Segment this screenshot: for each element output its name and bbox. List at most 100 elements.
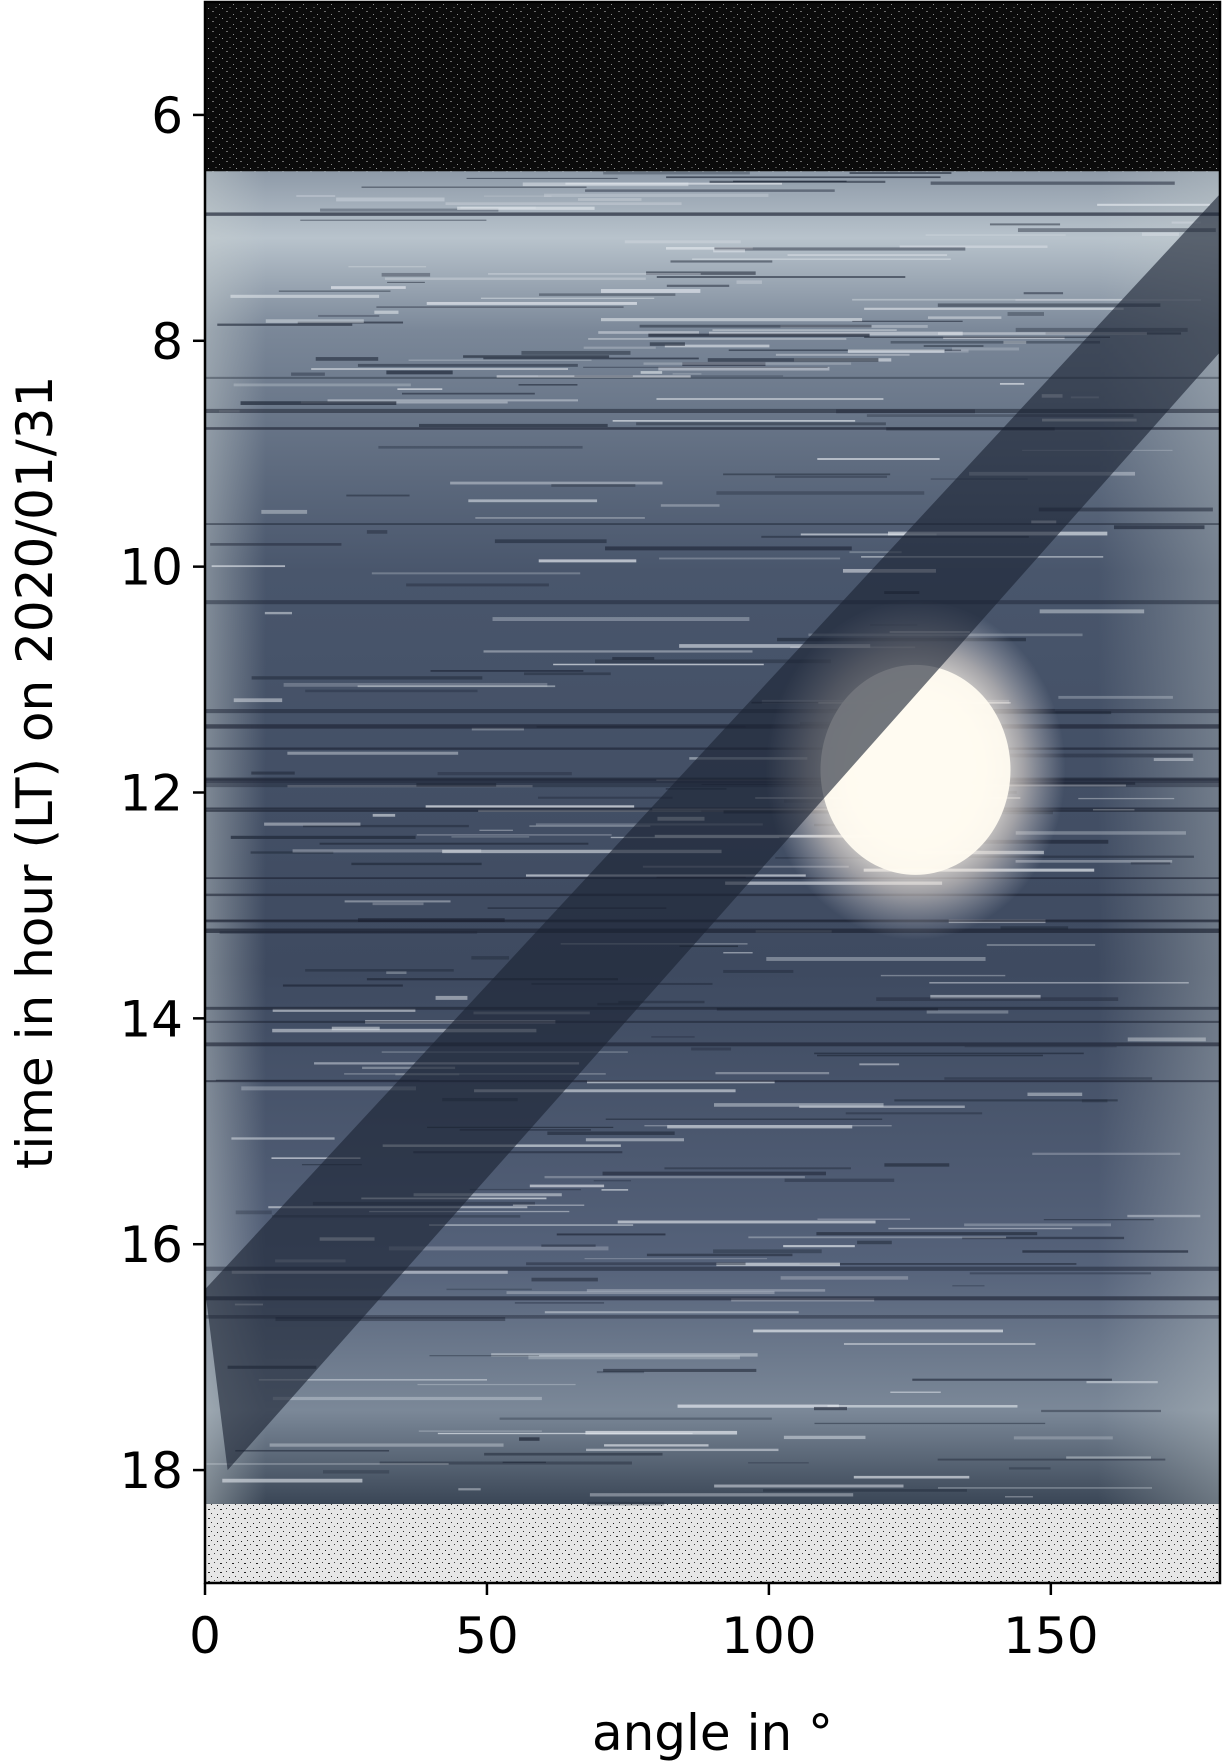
cloud-streak [430,670,584,672]
dark-band [205,1296,1220,1301]
cloud-streak [643,362,852,365]
cloud-streak [496,375,691,379]
dark-band [205,1315,1220,1319]
dark-band [205,724,1220,729]
cloud-streak [553,663,764,666]
cloud-streak [937,1458,1166,1461]
cloud-streak [351,862,482,866]
cloud-streak [258,1379,488,1381]
cloud-streak [331,1026,380,1031]
cloud-streak [930,181,1175,185]
cloud-streak [989,223,1061,226]
dark-band [205,523,1220,525]
cloud-streak [518,384,578,386]
cloud-streak [429,1355,540,1357]
cloud-streak [479,829,513,831]
cloud-streak [857,1240,892,1245]
cloud-streak [529,1184,605,1188]
dark-band [205,1020,1220,1023]
cloud-streak [1023,292,1064,295]
cloud-streak [539,293,676,296]
cloud-streak [709,180,886,183]
cloud-streak [715,1072,830,1075]
cloud-streak [864,336,1111,338]
cloud-streak [605,1118,883,1120]
cloud-streak [783,1435,866,1440]
cloud-streak [585,189,835,192]
cloud-streak [651,1036,695,1038]
cloud-streak [233,698,283,703]
dark-band [205,928,1220,933]
cloud-streak [574,375,633,377]
cloud-streak [521,350,631,355]
cloud-streak [899,245,1048,248]
cloud-streak [463,355,610,358]
cloud-streak [1041,1409,1161,1413]
dark-band [205,1042,1220,1047]
cloud-streak [1003,340,1027,344]
cloud-streak [1038,507,1213,512]
cloud-streak [217,323,353,326]
cloud-streak [544,1311,799,1314]
cloud-streak [691,1047,732,1051]
cloud-streak [488,273,701,275]
cloud-streak [401,392,535,395]
plot-area [205,2,1220,1583]
x-axis: 0 50 100 150 [189,1583,1099,1665]
cloud-streak [384,277,646,280]
cloud-streak [600,289,701,293]
cloud-streak [964,1046,1117,1048]
dark-band [205,1006,1220,1010]
cloud-streak [664,1167,851,1170]
cloud-streak [413,1151,623,1154]
cloud-streak [1005,1496,1033,1498]
cloud-streak [287,751,459,755]
cloud-streak [484,195,552,197]
cloud-streak [272,1396,542,1401]
cloud-streak [1153,758,1194,762]
cloud-streak [775,353,910,356]
cloud-streak [1015,831,1186,835]
cloud-streak [938,855,1194,858]
cloud-streak [547,1131,675,1135]
cloud-streak [484,1452,663,1456]
cloud-streak [927,316,1002,319]
cloud-streak [474,1089,736,1093]
cloud-streak [519,1437,540,1441]
cloud-streak [639,324,872,328]
cloud-streak [716,1262,840,1267]
cloud-streak [311,368,569,370]
cloud-streak [827,1405,1018,1408]
cloud-streak [843,1342,1036,1345]
cloud-streak [250,851,334,854]
cloud-streak [930,994,1041,999]
cloud-streak [451,836,530,838]
cloud-streak [537,796,673,799]
cloud-streak [541,1244,596,1247]
cloud-streak [649,342,685,346]
cloud-streak [716,491,925,495]
cloud-streak [713,1249,822,1254]
cloud-streak [666,284,730,287]
cloud-streak [912,1378,1112,1381]
cloud-streak [986,944,1096,946]
cloud-streak [853,1475,970,1479]
cloud-streak [774,475,888,478]
cloud-streak [1127,1037,1206,1042]
cloud-streak [849,172,952,174]
cloud-streak [241,1086,416,1091]
cloud-streak [682,362,766,367]
cloud-streak [664,344,770,348]
cloud-streak [492,617,750,621]
cloud-streak [357,363,578,367]
cloud-streak [847,349,945,353]
cloud-streak [1130,862,1171,865]
cloud-streak [925,234,1066,236]
cloud-streak [583,346,656,349]
cloud-streak [646,271,756,275]
cloud-streak [417,1383,576,1386]
cloud-streak [926,1010,1009,1014]
cloud-streak [469,1188,582,1191]
cloud-streak [593,1180,632,1182]
